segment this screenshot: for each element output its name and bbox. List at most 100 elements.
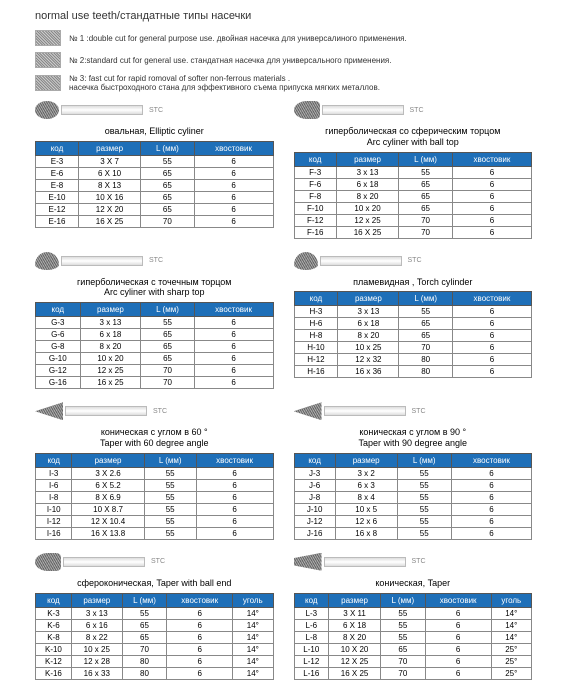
table-cell: 6 <box>196 527 273 539</box>
table-cell: 6 <box>425 619 491 631</box>
table-cell: 55 <box>122 607 167 619</box>
table-cell: 6 <box>196 491 273 503</box>
table-header: хвостовик <box>194 303 273 317</box>
table-row: I-1212 X 10.4556 <box>36 515 274 527</box>
product-section: STCконическая, TaperкодразмерL (мм)хвост… <box>294 550 533 680</box>
table-header: код <box>294 292 338 306</box>
burr-illustration: STC <box>294 98 533 122</box>
table-cell: 6 <box>167 655 233 667</box>
table-cell: 12 x 28 <box>71 655 122 667</box>
section-title: гиперболическая с точечным торцом Arc cy… <box>35 277 274 299</box>
table-cell: 6 <box>452 366 531 378</box>
table-row: I-33 X 2.6556 <box>36 467 274 479</box>
table-cell: 8 X 20 <box>329 631 381 643</box>
burr-head-icon <box>35 553 61 571</box>
table-cell: 6 <box>194 377 273 389</box>
section-title: пламевидная , Torch cylinder <box>294 277 533 288</box>
burr-shank-icon <box>324 557 406 567</box>
table-header: размер <box>336 152 398 166</box>
burr-illustration: STC <box>35 249 274 273</box>
table-cell: L-10 <box>294 643 329 655</box>
product-section: STCпламевидная , Torch cylinderкодразмер… <box>294 249 533 390</box>
table-cell: 70 <box>399 226 453 238</box>
table-cell: J-6 <box>294 479 335 491</box>
table-cell: 14° <box>233 607 273 619</box>
table-row: K-33 x 1355614° <box>36 607 274 619</box>
table-cell: 12 x 32 <box>338 354 399 366</box>
table-cell: 6 <box>425 607 491 619</box>
table-cell: 6 <box>452 178 531 190</box>
table-row: L-33 X 1155614° <box>294 607 532 619</box>
stc-label: STC <box>412 408 426 415</box>
table-cell: 80 <box>122 667 167 679</box>
table-cell: 8 x 20 <box>80 341 141 353</box>
burr-head-icon <box>35 402 63 420</box>
table-cell: 55 <box>144 467 196 479</box>
table-cell: 6 <box>452 190 531 202</box>
table-cell: 6 <box>194 353 273 365</box>
table-cell: 6 <box>194 191 273 203</box>
table-row: G-1212 x 25706 <box>36 365 274 377</box>
table-cell: 12 X 10.4 <box>72 515 144 527</box>
table-row: E-33 X 7556 <box>36 155 274 167</box>
table-cell: K-16 <box>36 667 72 679</box>
table-cell: 10 x 20 <box>336 202 398 214</box>
table-cell: L-8 <box>294 631 329 643</box>
table-row: L-1616 X 2570625° <box>294 667 532 679</box>
table-cell: K-6 <box>36 619 72 631</box>
table-row: H-66 x 18656 <box>294 318 532 330</box>
sections-grid: STCовальная, Elliptic cylinerкодразмерL … <box>35 98 532 684</box>
table-cell: 14° <box>233 631 273 643</box>
table-cell: 3 x 13 <box>338 306 399 318</box>
table-cell: G-3 <box>36 317 81 329</box>
table-cell: G-10 <box>36 353 81 365</box>
table-cell: 65 <box>399 318 453 330</box>
table-cell: 6 <box>194 167 273 179</box>
table-cell: 65 <box>399 190 453 202</box>
table-cell: 6 <box>425 655 491 667</box>
table-cell: 6 <box>451 479 531 491</box>
burr-shank-icon <box>61 256 143 266</box>
burr-illustration: STC <box>294 399 533 423</box>
table-cell: 65 <box>399 202 453 214</box>
table-cell: 6 <box>194 317 273 329</box>
table-header: уголь <box>233 593 273 607</box>
table-cell: 6 x 16 <box>71 619 122 631</box>
table-cell: 70 <box>399 342 453 354</box>
table-cell: 3 X 2.6 <box>72 467 144 479</box>
table-cell: 65 <box>399 178 453 190</box>
table-cell: 14° <box>491 619 531 631</box>
table-cell: 65 <box>399 330 453 342</box>
table-cell: I-12 <box>36 515 72 527</box>
table-row: L-1010 X 2065625° <box>294 643 532 655</box>
cut-type-row: № 2:standard cut for general use. станда… <box>35 52 532 68</box>
table-cell: 16 X 25 <box>78 215 140 227</box>
table-cell: G-16 <box>36 377 81 389</box>
table-header: хвостовик <box>451 453 531 467</box>
table-cell: 55 <box>397 527 451 539</box>
stc-label: STC <box>410 107 424 114</box>
table-header: L (мм) <box>399 152 453 166</box>
table-cell: G-8 <box>36 341 81 353</box>
spec-table: кодразмерL (мм)хвостовикE-33 X 7556E-66 … <box>35 141 274 228</box>
table-row: E-1212 X 20656 <box>36 203 274 215</box>
table-header: размер <box>78 141 140 155</box>
burr-shank-icon <box>322 105 404 115</box>
table-cell: 65 <box>141 167 194 179</box>
table-cell: 3 X 11 <box>329 607 381 619</box>
table-cell: 80 <box>399 366 453 378</box>
cut-swatch-icon <box>35 30 61 46</box>
table-cell: 65 <box>141 341 194 353</box>
table-row: L-66 X 1855614° <box>294 619 532 631</box>
table-cell: 80 <box>399 354 453 366</box>
table-cell: 10 x 5 <box>335 503 397 515</box>
table-header: хвостовик <box>167 593 233 607</box>
table-cell: F-10 <box>294 202 336 214</box>
product-section: STCовальная, Elliptic cylinerкодразмерL … <box>35 98 274 239</box>
table-cell: 55 <box>381 619 426 631</box>
table-cell: 65 <box>141 353 194 365</box>
section-title: овальная, Elliptic cyliner <box>35 126 274 137</box>
table-cell: G-6 <box>36 329 81 341</box>
table-cell: 16 x 33 <box>71 667 122 679</box>
table-cell: 16 x 8 <box>335 527 397 539</box>
